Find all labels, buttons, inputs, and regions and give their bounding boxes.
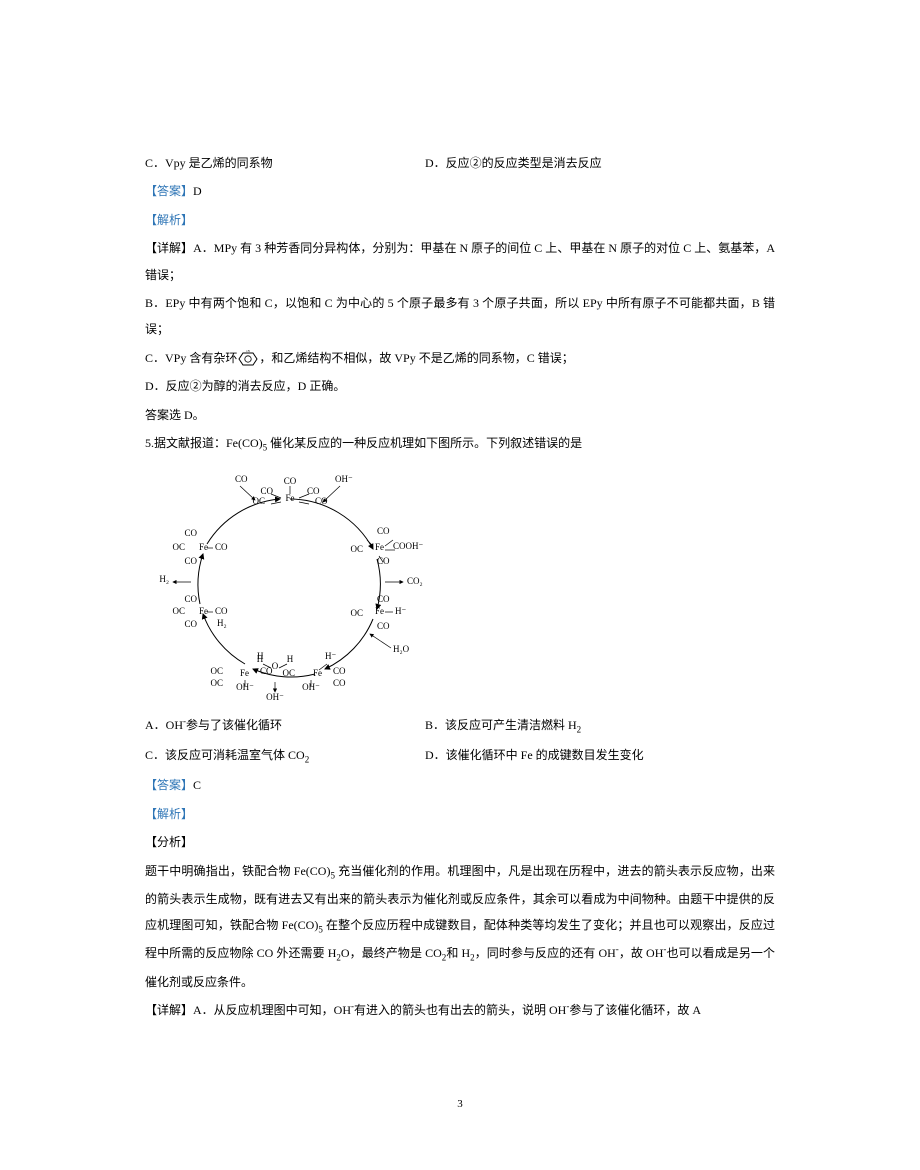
svg-text:CO: CO [184, 528, 197, 538]
svg-text:OC: OC [350, 608, 363, 618]
q5-stem-pre: 5.据文献报道：Fe(CO) [145, 436, 263, 450]
q5b-sub: 2 [577, 724, 582, 734]
q5-option-b: B．该反应可产生清洁燃料 H2 [425, 712, 775, 740]
hexagon-ring-icon: N [237, 350, 259, 368]
p1-pre: 题干中明确指出，铁配合物 Fe(CO) [145, 864, 330, 878]
svg-text:CO: CO [333, 666, 346, 676]
svg-text:CO: CO [184, 556, 197, 566]
svg-text:CO: CO [377, 594, 390, 604]
svg-text:OC: OC [172, 606, 185, 616]
p1-m3: O，最终产物是 CO [341, 946, 442, 960]
q5a-pre: A．OH [145, 718, 183, 732]
svg-text:OH⁻: OH⁻ [335, 474, 353, 484]
q5-option-c: C．该反应可消耗温室气体 CO2 [145, 742, 425, 770]
svg-text:CO: CO [184, 594, 197, 604]
svg-text:CO: CO [315, 496, 328, 506]
q4-option-d: D．反应②的反应类型是消去反应 [425, 150, 775, 176]
q5-options-cd: C．该反应可消耗温室气体 CO2 D．该催化循环中 Fe 的成键数目发生变化 [145, 742, 775, 770]
explain-label: 【解析】 [145, 807, 193, 821]
q5-stem-suf: 催化某反应的一种反应机理如下图所示。下列叙述错误的是 [267, 436, 582, 450]
svg-text:CO: CO [284, 476, 297, 486]
svg-text:CO: CO [377, 621, 390, 631]
svg-text:CO: CO [215, 606, 228, 616]
svg-text:OC: OC [350, 544, 363, 554]
q5da-mid: 有进入的箭头也有出去的箭头，说明 OH [354, 1003, 566, 1017]
q4-detail-b: B．EPy 中有两个饱和 C，以饱和 C 为中心的 5 个原子最多有 3 个原子… [145, 290, 775, 343]
svg-text:OC: OC [210, 666, 223, 676]
q4-option-c: C．Vpy 是乙烯的同系物 [145, 150, 425, 176]
svg-text:Fe: Fe [375, 606, 384, 616]
q4-detail-c-pre: C．VPy 含有杂环 [145, 351, 237, 365]
svg-text:CO: CO [307, 486, 320, 496]
q5-analysis-p1: 题干中明确指出，铁配合物 Fe(CO)5 充当催化剂的作用。机理图中，凡是出现在… [145, 858, 775, 995]
svg-text:CO₂: CO₂ [407, 576, 423, 586]
svg-text:CO: CO [215, 542, 228, 552]
svg-text:CO: CO [184, 619, 197, 629]
p1-m5: ，同时参与反应的还有 OH [475, 946, 616, 960]
svg-text:OC: OC [282, 668, 295, 678]
q5-answer-line: 【答案】C [145, 772, 775, 798]
q5-analysis-label: 【分析】 [145, 829, 775, 855]
svg-text:H⁻: H⁻ [325, 651, 336, 661]
q4-answer: D [193, 184, 202, 198]
svg-text:CO: CO [377, 556, 390, 566]
svg-text:Fe: Fe [240, 668, 249, 678]
q5-stem: 5.据文献报道：Fe(CO)5 催化某反应的一种反应机理如下图所示。下列叙述错误… [145, 430, 775, 458]
q5-options-ab: A．OH-参与了该催化循环 B．该反应可产生清洁燃料 H2 [145, 712, 775, 740]
q4-detail-c: C．VPy 含有杂环 N ，和乙烯结构不相似，故 VPy 不是乙烯的同系物，C … [145, 345, 775, 371]
p1-m6: ，故 OH [619, 946, 664, 960]
svg-text:H₂: H₂ [217, 618, 227, 628]
q5-option-d: D．该催化循环中 Fe 的成键数目发生变化 [425, 742, 775, 770]
q4-detail-a-text: A．MPy 有 3 种芳香同分异构体，分别为：甲基在 N 原子的间位 C 上、甲… [145, 241, 775, 281]
page-number: 3 [0, 1098, 920, 1110]
svg-text:OC: OC [252, 496, 265, 506]
svg-text:CO: CO [260, 666, 273, 676]
svg-text:Fe: Fe [286, 493, 295, 503]
svg-text:OC: OC [210, 678, 223, 688]
q5da-pre: A．从反应机理图中可知，OH [193, 1003, 351, 1017]
svg-text:H: H [257, 651, 264, 661]
detail-label: 【详解】 [145, 241, 193, 255]
svg-text:H₂: H₂ [159, 574, 169, 584]
svg-text:CO: CO [235, 474, 248, 484]
q5-explain-line: 【解析】 [145, 801, 775, 827]
q5da-end: 参与了该催化循环，故 A [569, 1003, 701, 1017]
q4-detail-c-post: ，和乙烯结构不相似，故 VPy 不是乙烯的同系物，C 错误； [259, 351, 573, 365]
svg-text:Fe: Fe [199, 606, 208, 616]
q4-detail-a: 【详解】A．MPy 有 3 种芳香同分异构体，分别为：甲基在 N 原子的间位 C… [145, 235, 775, 288]
svg-text:OC: OC [172, 542, 185, 552]
reaction-mechanism-diagram: CO CO CO OC Fe CO OH⁻ CO COOH⁻ OC Fe C [145, 464, 435, 704]
q4-answer-line: 【答案】D [145, 178, 775, 204]
svg-text:COOH⁻: COOH⁻ [393, 541, 424, 551]
q5-option-a: A．OH-参与了该催化循环 [145, 712, 425, 740]
q5c-sub: 2 [305, 755, 310, 765]
q5-detail-a: 【详解】A．从反应机理图中可知，OH-有进入的箭头也有出去的箭头，说明 OH-参… [145, 997, 775, 1023]
svg-text:H⁻: H⁻ [395, 606, 406, 616]
q4-options-cd: C．Vpy 是乙烯的同系物 D．反应②的反应类型是消去反应 [145, 150, 775, 176]
q5-answer: C [193, 778, 201, 792]
svg-text:CO: CO [333, 678, 346, 688]
page-content: C．Vpy 是乙烯的同系物 D．反应②的反应类型是消去反应 【答案】D 【解析】… [145, 150, 775, 1023]
svg-text:H: H [287, 654, 294, 664]
q5-detail-label: 【详解】 [145, 1003, 193, 1017]
svg-text:CO: CO [377, 526, 390, 536]
q5c-pre: C．该反应可消耗温室气体 CO [145, 748, 305, 762]
svg-text:O: O [272, 661, 279, 671]
answer-label: 【答案】 [145, 184, 193, 198]
svg-text:Fe: Fe [375, 542, 384, 552]
q5a-post: 参与了该催化循环 [186, 718, 282, 732]
svg-text:OH⁻: OH⁻ [266, 692, 284, 702]
svg-text:Fe: Fe [313, 668, 322, 678]
svg-text:Fe: Fe [199, 542, 208, 552]
q4-final: 答案选 D。 [145, 402, 775, 428]
answer-label: 【答案】 [145, 778, 193, 792]
q4-explain-line: 【解析】 [145, 207, 775, 233]
q4-detail-d: D．反应②为醇的消去反应，D 正确。 [145, 373, 775, 399]
svg-text:N: N [247, 350, 251, 354]
explain-label: 【解析】 [145, 213, 193, 227]
p1-m4: 和 H [446, 946, 470, 960]
svg-text:H₂O: H₂O [393, 644, 410, 654]
q5b-pre: B．该反应可产生清洁燃料 H [425, 718, 577, 732]
